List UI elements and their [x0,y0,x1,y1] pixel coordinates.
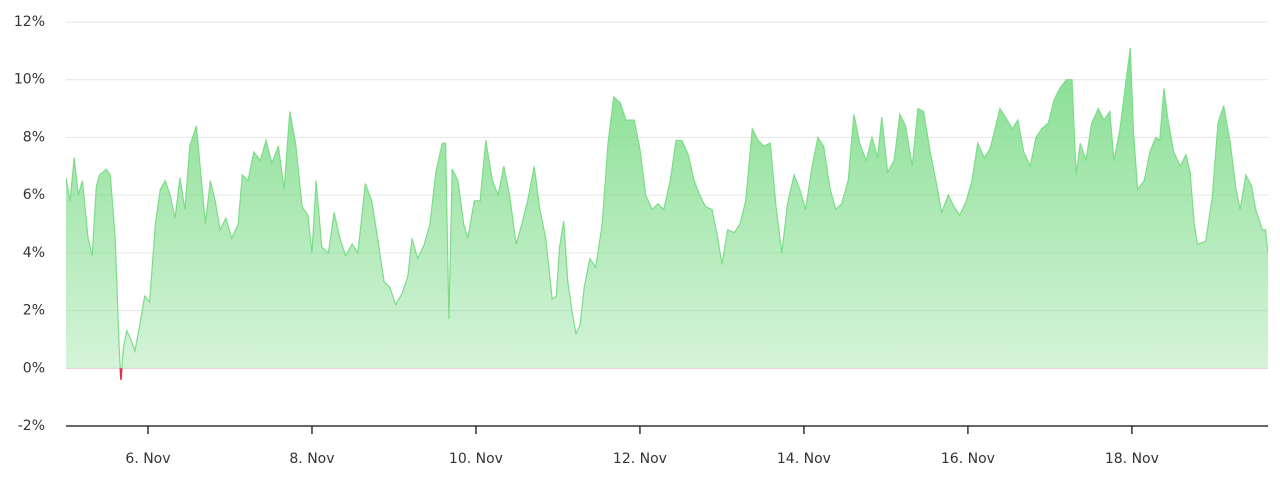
x-tick-label: 18. Nov [1105,451,1159,467]
y-tick-label: -2% [18,418,45,434]
y-tick-label: 4% [23,245,45,261]
x-tick-label: 12. Nov [613,451,667,467]
y-tick-label: 8% [23,129,45,145]
positive-area [66,47,1268,369]
x-tick-label: 14. Nov [777,451,831,467]
area [66,48,1268,369]
x-tick-label: 6. Nov [125,451,170,467]
y-tick-label: 6% [23,187,45,203]
y-tick-label: 2% [23,303,45,319]
y-tick-label: 12% [14,14,45,30]
x-tick-label: 8. Nov [289,451,334,467]
x-tick-label: 10. Nov [449,451,503,467]
x-tick-label: 16. Nov [941,451,995,467]
line [66,47,1268,369]
y-tick-label: 10% [14,72,45,88]
y-tick-label: 0% [23,360,45,376]
